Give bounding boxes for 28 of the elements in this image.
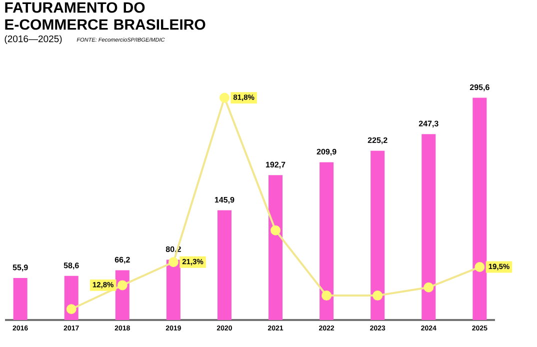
point	[117, 280, 128, 290]
data-label: 295,6	[470, 84, 490, 92]
point	[270, 225, 281, 236]
data-label: 225,2	[368, 137, 388, 144]
point	[219, 92, 230, 103]
bar	[472, 98, 487, 320]
data-label: 192,7	[266, 162, 286, 169]
point	[372, 290, 383, 301]
bar	[422, 134, 436, 320]
bar	[166, 260, 180, 320]
point	[66, 304, 76, 314]
bar	[13, 278, 28, 320]
point	[322, 290, 332, 301]
point	[424, 282, 434, 292]
data-label: 66,2	[114, 256, 130, 264]
data-label: 55,9	[12, 264, 28, 272]
bar	[370, 150, 385, 320]
data-label: 209,9	[316, 148, 336, 156]
point	[168, 257, 178, 268]
point	[474, 262, 485, 272]
data-label: 58,6	[64, 262, 79, 270]
data-label: 247,3	[418, 120, 438, 128]
chart-title: FATURAMENTO DO E-COMMERCE BRASILEIRO	[5, 2, 206, 30]
bar	[217, 210, 232, 320]
data-label: 145,9	[214, 196, 234, 204]
chart-subtitle: (2016—2025)	[4, 35, 62, 44]
bar	[320, 162, 334, 320]
bar	[268, 175, 283, 320]
